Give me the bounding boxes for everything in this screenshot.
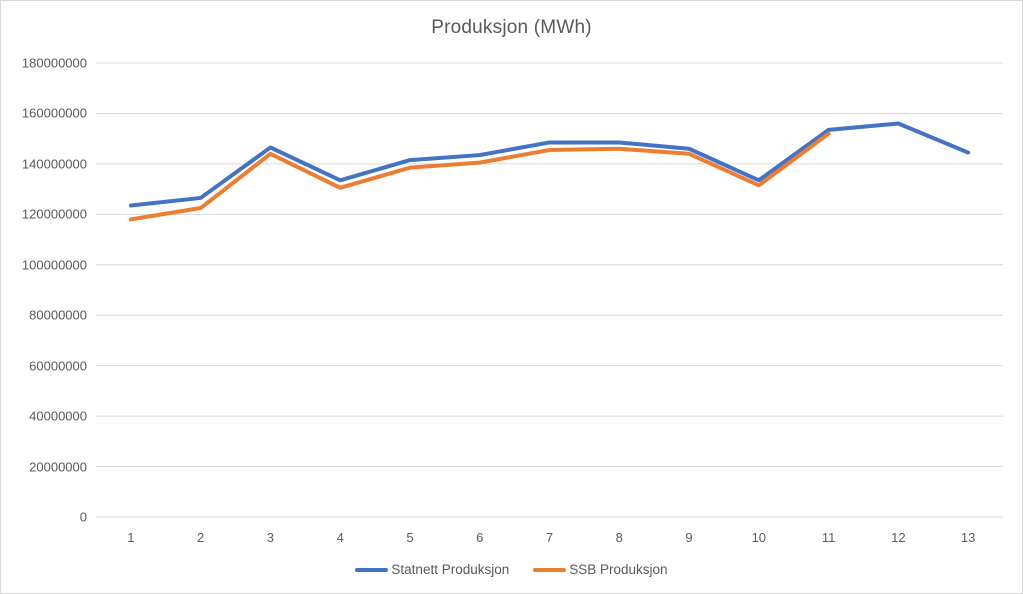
legend-line-swatch [533,567,567,572]
y-tick-label: 20000000 [29,459,87,475]
y-tick-label: 160000000 [21,105,87,121]
y-tick-label: 100000000 [21,257,87,273]
x-tick-label: 13 [960,530,976,545]
y-tick-label: 120000000 [21,206,87,222]
x-tick-label: 8 [615,530,623,545]
x-tick-label: 9 [685,530,693,545]
y-tick-label: 80000000 [29,307,87,323]
y-tick-label: 60000000 [29,358,87,374]
x-tick-label: 5 [406,530,414,545]
legend-item-statnett-produksjon[interactable]: Statnett Produksjon [355,562,509,577]
x-tick-label: 11 [821,530,836,545]
x-tick-label: 10 [751,530,767,545]
legend-line-swatch [355,567,389,572]
x-tick-label: 6 [476,530,484,545]
x-tick-label: 7 [545,530,554,545]
series-line-statnett-produksjon[interactable] [128,121,971,208]
legend-label: SSB Produksjon [569,562,668,577]
x-tick-label: 2 [197,530,205,545]
y-tick-label: 40000000 [29,408,87,424]
series-line-ssb-produksjon[interactable] [128,131,831,222]
legend-item-ssb-produksjon[interactable]: SSB Produksjon [533,562,668,577]
y-tick-label: 180000000 [21,55,87,71]
x-tick-label: 4 [336,530,344,545]
x-tick-label: 3 [266,530,275,545]
chart-title[interactable]: Produksjon (MWh) [431,17,592,38]
legend-label: Statnett Produksjon [391,562,510,577]
x-tick-label: 1 [127,530,135,545]
legend: Statnett Produksjon SSB Produksjon [1,562,1022,577]
y-tick-label: 140000000 [21,156,87,172]
y-tick-label: 0 [79,509,87,525]
x-tick-label: 12 [891,530,906,545]
